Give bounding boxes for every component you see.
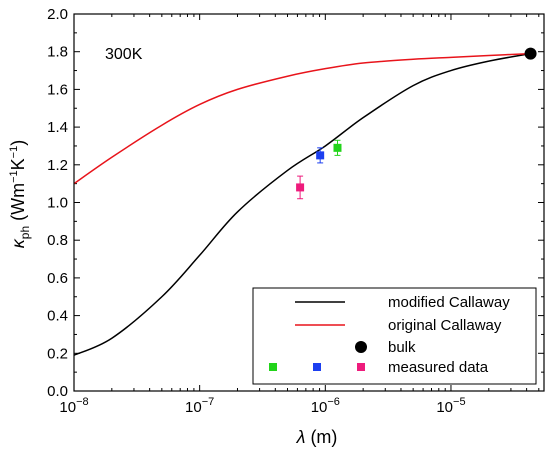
series-line-modified-callaway bbox=[73, 52, 531, 356]
y-tick-label: 0.8 bbox=[47, 232, 68, 249]
legend-label-original: original Callaway bbox=[388, 317, 502, 334]
measured-point bbox=[333, 143, 342, 152]
legend-swatch-bulk bbox=[355, 341, 367, 353]
measured-point bbox=[296, 183, 305, 192]
y-tick-label: 1.4 bbox=[47, 119, 68, 136]
y-tick-label: 1.6 bbox=[47, 81, 68, 98]
legend: modified Callaway original Callaway bulk… bbox=[252, 287, 537, 385]
y-tick-label: 0.0 bbox=[47, 383, 68, 400]
x-axis-title: λ (m) bbox=[296, 427, 338, 447]
legend-label-modified: modified Callaway bbox=[388, 294, 510, 311]
x-tick-label: 10−7 bbox=[185, 396, 214, 416]
legend-swatch-pink bbox=[357, 363, 365, 371]
bulk-point bbox=[524, 47, 537, 60]
y-tick-label: 0.6 bbox=[47, 270, 68, 287]
legend-label-bulk: bulk bbox=[388, 339, 416, 356]
y-tick-label: 0.4 bbox=[47, 308, 68, 325]
y-axis-title: κph (Wm−1K−1) bbox=[8, 140, 32, 248]
x-tick-label: 10−6 bbox=[311, 396, 340, 416]
y-tick-label: 0.2 bbox=[47, 345, 68, 362]
legend-swatch-green bbox=[269, 363, 277, 371]
y-tick-label: 1.0 bbox=[47, 195, 68, 212]
measured-point bbox=[316, 151, 325, 160]
legend-box bbox=[252, 287, 537, 385]
y-tick-label: 2.0 bbox=[47, 6, 68, 23]
y-tick-label: 1.8 bbox=[47, 44, 68, 61]
points-layer bbox=[296, 47, 537, 200]
plot-frame bbox=[73, 13, 545, 392]
legend-swatch-blue bbox=[313, 363, 321, 371]
series-line-original-callaway bbox=[73, 52, 531, 185]
series-layer bbox=[73, 52, 531, 356]
legend-label-measured: measured data bbox=[388, 359, 489, 376]
x-tick-label: 10−8 bbox=[59, 396, 88, 416]
y-tick-label: 1.2 bbox=[47, 157, 68, 174]
x-tick-label: 10−5 bbox=[436, 396, 465, 416]
tick-layer: 0.0 0.2 0.4 0.6 0.8 1.0 1.2 1.4 1.6 1.8 2.0 10−8 10−… bbox=[47, 6, 544, 416]
annotation-300k: 300K bbox=[105, 46, 143, 63]
